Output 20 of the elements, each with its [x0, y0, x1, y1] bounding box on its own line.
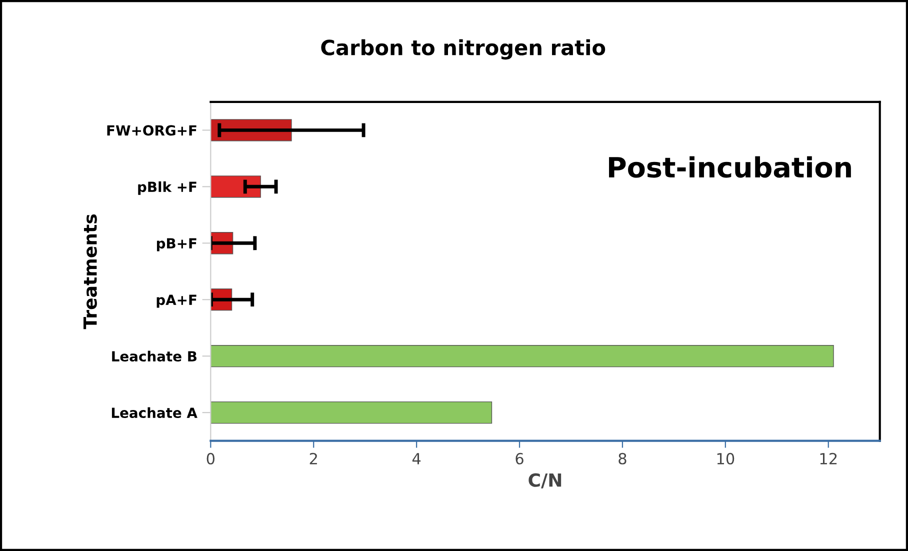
y-tick-label: FW+ORG+F: [107, 125, 196, 136]
bar: [210, 345, 834, 368]
x-tick-label: 10: [717, 452, 734, 464]
y-tick-label: pBlk +F: [138, 181, 196, 195]
x-tick-label: 6: [516, 452, 524, 464]
x-tick-label: 0: [206, 452, 214, 464]
y-tick-label: pA+F: [156, 294, 196, 308]
x-tick-label: 2: [310, 452, 317, 464]
bar: [210, 176, 261, 198]
x-tick-label: 12: [820, 452, 837, 464]
chart-title: Carbon to nitrogen ratio: [321, 39, 606, 60]
bar: [210, 401, 492, 424]
x-tick-label: 8: [618, 452, 626, 464]
y-tick-label: Leachate A: [112, 407, 198, 418]
y-tick-label: Leachate B: [112, 350, 196, 362]
y-axis-title: Treatments: [84, 214, 97, 330]
annotation: Post-incubation: [609, 156, 851, 178]
x-axis-title: C/N: [528, 473, 562, 488]
x-tick-label: 4: [412, 453, 421, 464]
y-tick-label: pB+F: [156, 238, 196, 252]
